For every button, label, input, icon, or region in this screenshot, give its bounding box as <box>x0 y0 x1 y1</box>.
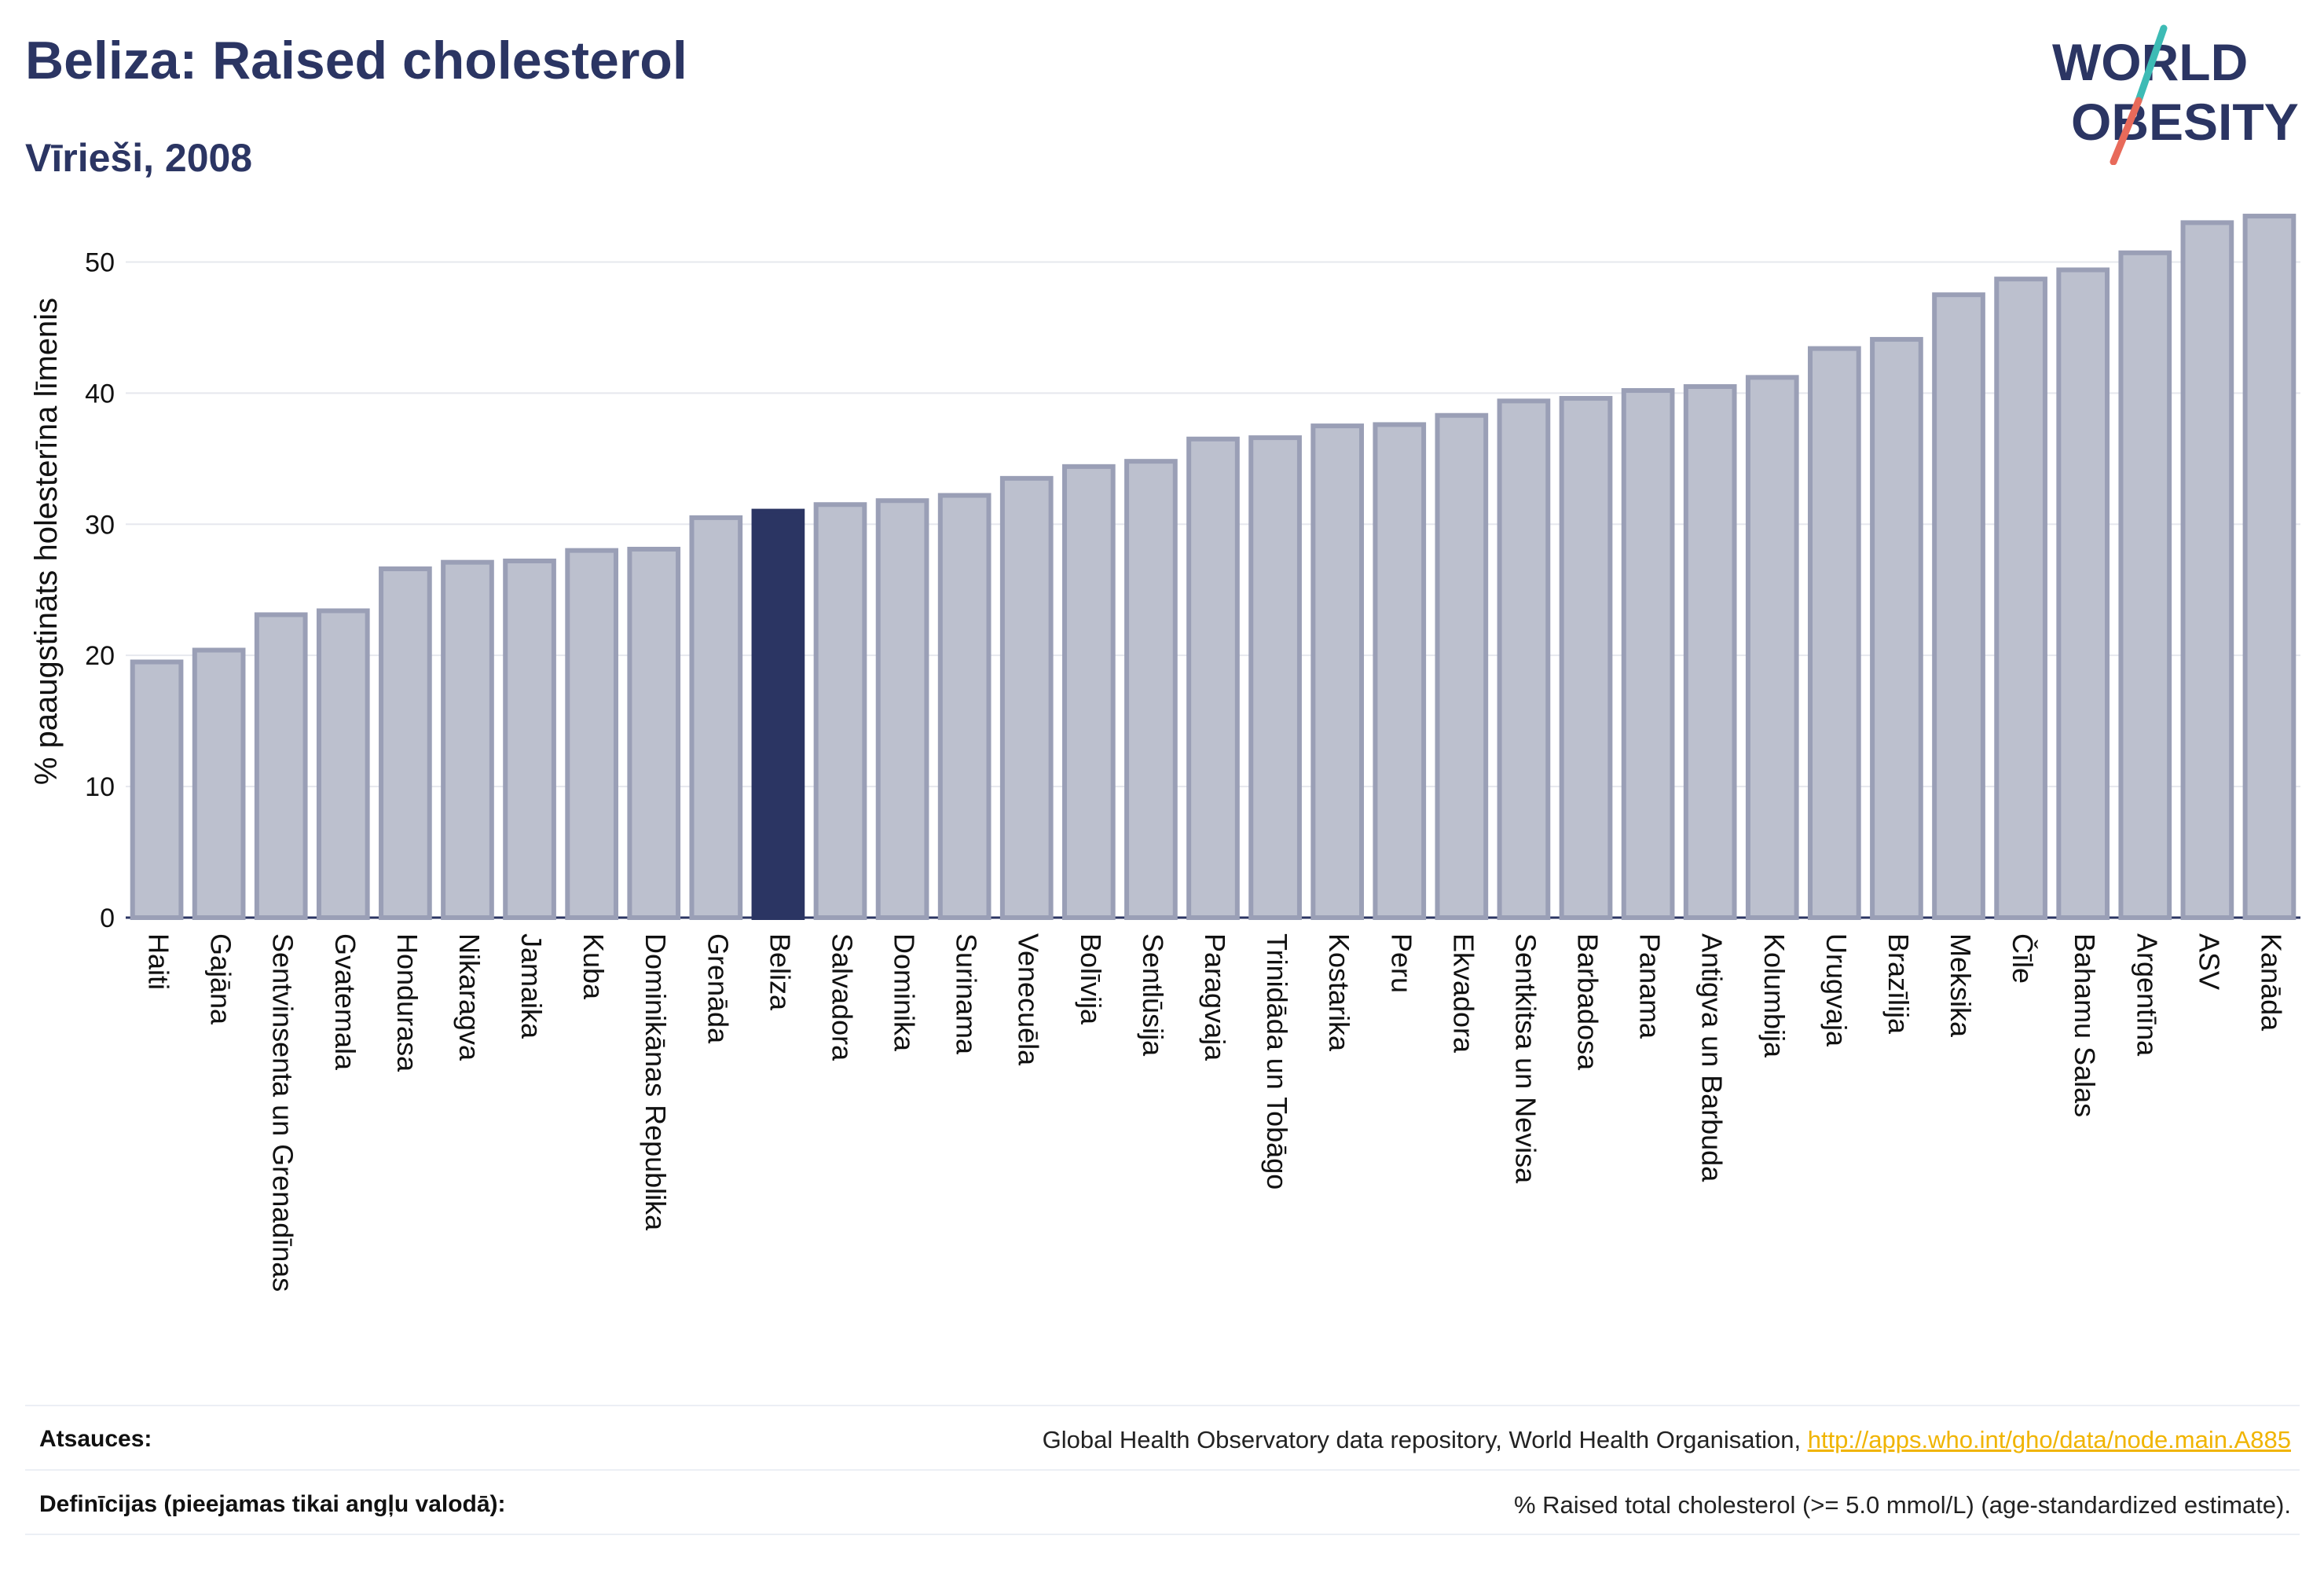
bar[interactable] <box>1932 292 1985 920</box>
bar[interactable] <box>1745 375 1799 920</box>
bar[interactable] <box>1373 422 1427 920</box>
bar[interactable] <box>441 559 494 921</box>
bar[interactable] <box>2056 267 2110 920</box>
bar[interactable] <box>192 647 246 920</box>
x-tick-label: Bahamu Salas <box>2069 933 2101 1117</box>
footer-divider <box>25 1469 2300 1471</box>
x-tick-label: Kanāda <box>2255 933 2287 1032</box>
category-labels: Haiti Gajāna Sentvinsenta un Grenadīnas Gva… <box>143 933 2288 1292</box>
bar-chart: 0 10 20 30 40 50 Haiti Gajāna Sentvinsenta un G… <box>29 214 2300 1292</box>
bar[interactable] <box>2242 214 2297 920</box>
y-tick-label: 50 <box>85 247 115 277</box>
definitions-label: Definīcijas (pieejamas tikai angļu valod… <box>39 1491 506 1517</box>
x-tick-label: Jamaika <box>515 933 548 1039</box>
bar[interactable] <box>1870 336 1923 920</box>
x-tick-label: Nikaragva <box>453 933 486 1061</box>
bar[interactable] <box>316 608 370 920</box>
x-tick-label: Hondurasa <box>391 933 423 1072</box>
bar[interactable] <box>1497 398 1551 920</box>
x-tick-label: Antigva un Barbuda <box>1696 933 1728 1182</box>
x-tick-label: Meksika <box>1945 933 1977 1038</box>
y-tick-label: 40 <box>85 379 115 409</box>
bar[interactable] <box>1621 388 1675 920</box>
world-obesity-logo: WORLD OBESITY <box>2052 24 2299 165</box>
bar[interactable] <box>627 546 681 921</box>
bar[interactable] <box>875 498 929 920</box>
x-tick-label: Urugvaja <box>1820 933 1853 1047</box>
x-tick-label: Salvadora <box>826 933 858 1061</box>
x-tick-label: Barbadosa <box>1572 933 1604 1071</box>
sources-link[interactable]: http://apps.who.int/gho/data/node.main.A… <box>1807 1426 2291 1453</box>
x-tick-label: Sentlūsija <box>1137 933 1169 1057</box>
x-tick-label: Sentkitsa un Nevisa <box>1509 933 1541 1184</box>
bar[interactable] <box>1683 384 1737 920</box>
x-tick-label: Brazīlija <box>1882 933 1915 1035</box>
x-tick-label: Kolumbija <box>1758 933 1791 1058</box>
bar[interactable] <box>2118 250 2172 920</box>
x-tick-label: Čīle <box>2007 933 2039 984</box>
x-tick-label: Kuba <box>577 933 610 1000</box>
x-tick-label: Venecuēla <box>1013 933 1045 1066</box>
y-tick-label: 20 <box>85 641 115 671</box>
y-axis-label: % paaugstināts holesterīna līmenis <box>29 298 64 785</box>
bar[interactable] <box>813 502 867 920</box>
bar[interactable] <box>689 515 743 920</box>
x-tick-label: Paragvaja <box>1199 933 1231 1061</box>
logo-slash-top <box>2135 24 2168 104</box>
x-tick-label: Grenāda <box>702 933 734 1044</box>
bar[interactable] <box>565 548 618 920</box>
x-tick-label: ASV <box>2193 933 2225 990</box>
bar[interactable] <box>1994 277 2047 921</box>
sources-value: Global Health Observatory data repositor… <box>1043 1426 2291 1454</box>
x-tick-label: Panama <box>1634 933 1666 1039</box>
bar[interactable] <box>1248 435 1302 920</box>
bar[interactable] <box>2180 220 2234 920</box>
bar[interactable] <box>503 559 556 920</box>
bar[interactable] <box>999 475 1054 920</box>
x-tick-label: Sentvinsenta un Grenadīnas <box>267 933 299 1292</box>
footer-divider <box>25 1534 2300 1535</box>
x-tick-label: Ekvadora <box>1447 933 1479 1054</box>
bar[interactable] <box>1559 396 1613 921</box>
sources-text: Global Health Observatory data repositor… <box>1042 1426 1808 1453</box>
chart-subtitle: Vīrieši, 2008 <box>25 136 253 180</box>
x-tick-label: Argentīna <box>2131 933 2163 1057</box>
y-tick-label: 0 <box>100 903 115 933</box>
logo-slash-bottom <box>2110 97 2143 165</box>
x-tick-label: Peru <box>1385 933 1417 993</box>
definitions-value: % Raised total cholesterol (>= 5.0 mmol/… <box>1513 1491 2291 1519</box>
x-tick-label: Haiti <box>143 933 175 990</box>
x-tick-label: Surinama <box>951 933 983 1055</box>
bars <box>130 214 2297 921</box>
bar[interactable] <box>254 612 308 920</box>
x-tick-label: Kostarika <box>1323 933 1355 1052</box>
bar[interactable] <box>1124 459 1178 920</box>
x-tick-label: Dominikānas Republika <box>640 933 672 1231</box>
bar-highlighted[interactable] <box>751 508 805 920</box>
x-tick-label: Beliza <box>764 933 796 1011</box>
x-tick-label: Dominika <box>889 933 921 1052</box>
bar[interactable] <box>937 493 992 920</box>
bar[interactable] <box>1310 423 1365 920</box>
y-tick-label: 30 <box>85 510 115 540</box>
x-tick-label: Gvatemala <box>329 933 361 1071</box>
y-tick-label: 10 <box>85 772 115 802</box>
x-tick-label: Gajāna <box>205 933 237 1025</box>
bar[interactable] <box>1186 436 1240 920</box>
bar[interactable] <box>1061 464 1116 920</box>
chart-title: Beliza: Raised cholesterol <box>25 31 687 90</box>
bar[interactable] <box>379 566 432 920</box>
x-tick-label: Trinidāda un Tobāgo <box>1261 933 1293 1189</box>
sources-label: Atsauces: <box>39 1426 152 1452</box>
logo-text-obesity: OBESITY <box>2071 93 2299 151</box>
x-tick-label: Bolīvija <box>1075 933 1107 1025</box>
bar[interactable] <box>1435 412 1489 920</box>
bar[interactable] <box>1808 346 1861 920</box>
footer-divider <box>25 1405 2300 1406</box>
bar[interactable] <box>130 659 184 920</box>
